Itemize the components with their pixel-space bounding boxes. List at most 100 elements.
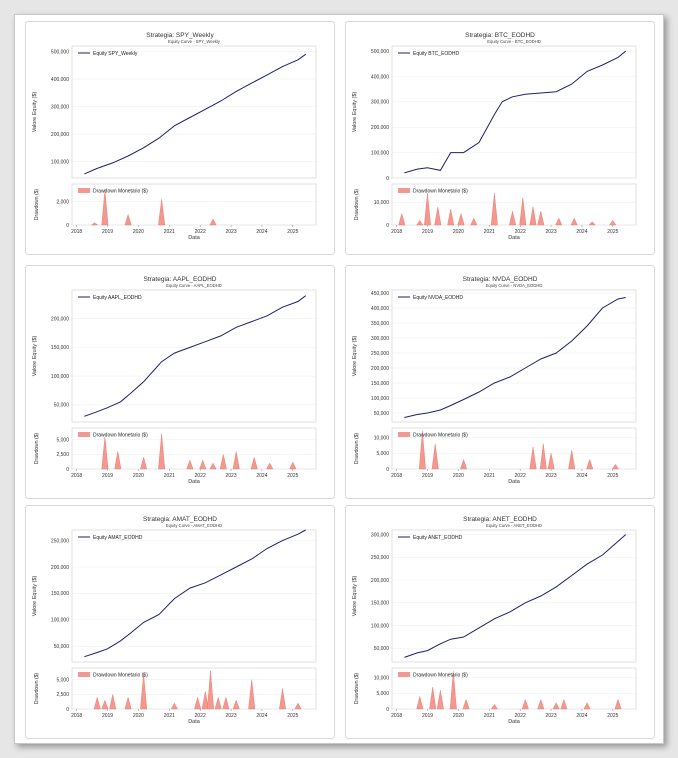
drawdown-spike bbox=[583, 702, 591, 710]
x-tick-label: 2022 bbox=[515, 713, 526, 719]
y-tick-label: 0 bbox=[66, 707, 69, 713]
x-tick-label: 2019 bbox=[422, 473, 433, 479]
strategy-card-amat: Strategia: AMAT_EODHD 50,000 100,000 150,0… bbox=[25, 505, 335, 739]
x-tick-label: 2018 bbox=[391, 229, 402, 235]
y-tick-label: 2,500 bbox=[56, 452, 69, 458]
y-tick-label: 5,000 bbox=[56, 678, 69, 684]
x-tick-label: 2024 bbox=[256, 713, 267, 719]
drawdown-spike bbox=[124, 696, 132, 710]
drawdown-axis-label: Drawdown ($) bbox=[354, 189, 360, 220]
drawdown-spike bbox=[431, 443, 439, 470]
drawdown-legend-label: Drawdown Monetario ($) bbox=[413, 673, 468, 679]
report-page: Strategia: SPY_Weekly 100,000 200,000 300,… bbox=[14, 14, 664, 744]
drawdown-spike bbox=[232, 451, 240, 470]
drawdown-spike bbox=[250, 456, 258, 470]
x-tick-label: 2020 bbox=[133, 229, 144, 235]
drawdown-spike bbox=[552, 702, 560, 710]
y-tick-label: 0 bbox=[386, 223, 389, 229]
y-tick-label: 300,000 bbox=[371, 100, 389, 106]
y-tick-label: 400,000 bbox=[51, 77, 69, 83]
x-tick-label: 2019 bbox=[422, 713, 433, 719]
drawdown-spike bbox=[462, 698, 470, 710]
x-tick-label: 2019 bbox=[102, 473, 113, 479]
y-tick-label: 50,000 bbox=[54, 403, 70, 409]
strategy-card-aapl: Strategia: AAPL_EODHD 50,000 100,000 150,0… bbox=[25, 265, 335, 499]
drawdown-spike bbox=[449, 671, 457, 710]
drawdown-axis-label: Drawdown ($) bbox=[34, 433, 40, 464]
y-tick-label: 50,000 bbox=[54, 644, 70, 650]
strategy-title: Strategia: AMAT_EODHD bbox=[143, 516, 217, 523]
strategy-title: Strategia: ANET_EODHD bbox=[463, 516, 537, 523]
drawdown-spike bbox=[101, 189, 109, 226]
legend-label: Equity AMAT_EODHD bbox=[93, 535, 143, 541]
y-tick-label: 400,000 bbox=[371, 306, 389, 312]
drawdown-spike bbox=[207, 670, 214, 710]
y-tick-label: 500,000 bbox=[371, 49, 389, 55]
drawdown-spike bbox=[232, 699, 240, 710]
legend-label: Equity BTC_EODHD bbox=[413, 51, 460, 57]
drawdown-spike bbox=[490, 703, 498, 710]
drawdown-spike bbox=[170, 702, 178, 710]
drawdown-spike bbox=[416, 696, 424, 710]
y-tick-label: 200,000 bbox=[51, 565, 69, 571]
y-tick-label: 200,000 bbox=[51, 316, 69, 322]
strategy-card-btc: Strategia: BTC_EODHD 0 100,000 200,000 300,… bbox=[345, 21, 655, 255]
y-tick-label: 100,000 bbox=[51, 374, 69, 380]
strategy-card-nvda: Strategia: NVDA_EODHD 50,000 100,000 150,0… bbox=[345, 265, 655, 499]
drawdown-spike bbox=[158, 433, 166, 470]
y-tick-label: 250,000 bbox=[371, 351, 389, 357]
y-tick-label: 10,000 bbox=[374, 435, 390, 441]
x-tick-label: 2023 bbox=[546, 229, 557, 235]
y-tick-label: 150,000 bbox=[51, 345, 69, 351]
drawdown-spike bbox=[140, 456, 148, 470]
x-tick-label: 2018 bbox=[391, 473, 402, 479]
strategy-card-anet: Strategia: ANET_EODHD 50,000 100,000 150,0… bbox=[345, 505, 655, 739]
y-tick-label: 200,000 bbox=[371, 125, 389, 131]
equity-subtitle: Equity Curve - AMAT_EODHD bbox=[166, 523, 222, 528]
equity-line bbox=[404, 50, 627, 174]
x-tick-label: 2022 bbox=[515, 229, 526, 235]
y-tick-label: 300,000 bbox=[51, 104, 69, 110]
drawdown-spike bbox=[447, 209, 455, 226]
x-tick-label: 2022 bbox=[195, 713, 206, 719]
y-tick-label: 5,000 bbox=[376, 691, 389, 697]
y-tick-label: 100,000 bbox=[51, 618, 69, 624]
x-tick-label: 2020 bbox=[453, 229, 464, 235]
x-tick-label: 2024 bbox=[576, 473, 587, 479]
drawdown-spike bbox=[266, 462, 274, 470]
drawdown-spike bbox=[124, 213, 132, 226]
y-tick-label: 450,000 bbox=[371, 291, 389, 297]
drawdown-spike bbox=[490, 193, 498, 226]
x-axis-label: Data bbox=[188, 719, 201, 725]
y-tick-label: 50,000 bbox=[374, 646, 390, 652]
x-tick-label: 2018 bbox=[71, 229, 82, 235]
y-tick-label: 0 bbox=[386, 707, 389, 713]
equity-plot-frame bbox=[71, 45, 317, 179]
equity-subtitle: Equity Curve - ANET_EODHD bbox=[486, 523, 542, 528]
x-tick-label: 2020 bbox=[453, 473, 464, 479]
drawdown-legend-label: Drawdown Monetario ($) bbox=[93, 673, 148, 679]
x-tick-label: 2025 bbox=[607, 229, 618, 235]
drawdown-spike bbox=[570, 217, 578, 226]
drawdown-spike bbox=[537, 211, 545, 226]
equity-line bbox=[404, 297, 626, 418]
drawdown-legend-label: Drawdown Monetario ($) bbox=[93, 189, 148, 195]
y-tick-label: 150,000 bbox=[51, 591, 69, 597]
equity-drawdown-chart: 0 100,000 200,000 300,000 400,000 500,000 Equi… bbox=[352, 39, 637, 241]
strategy-title: Strategia: SPY_Weekly bbox=[146, 32, 214, 39]
legend-label: Equity ANET_EODHD bbox=[413, 535, 463, 541]
x-tick-label: 2021 bbox=[484, 229, 495, 235]
x-tick-label: 2025 bbox=[287, 229, 298, 235]
drawdown-spike bbox=[279, 688, 286, 710]
x-tick-label: 2024 bbox=[576, 713, 587, 719]
drawdown-spike bbox=[521, 698, 529, 710]
y-tick-label: 200,000 bbox=[371, 366, 389, 372]
drawdown-spike bbox=[140, 673, 148, 710]
x-tick-label: 2018 bbox=[71, 713, 82, 719]
y-tick-label: 0 bbox=[386, 467, 389, 473]
y-tick-label: 2,500 bbox=[56, 692, 69, 698]
equity-subtitle: Equity Curve - NVDA_EODHD bbox=[486, 283, 543, 288]
y-axis-label: Valore Equity ($) bbox=[352, 576, 358, 617]
x-tick-label: 2022 bbox=[195, 229, 206, 235]
x-axis-label: Data bbox=[508, 479, 521, 485]
